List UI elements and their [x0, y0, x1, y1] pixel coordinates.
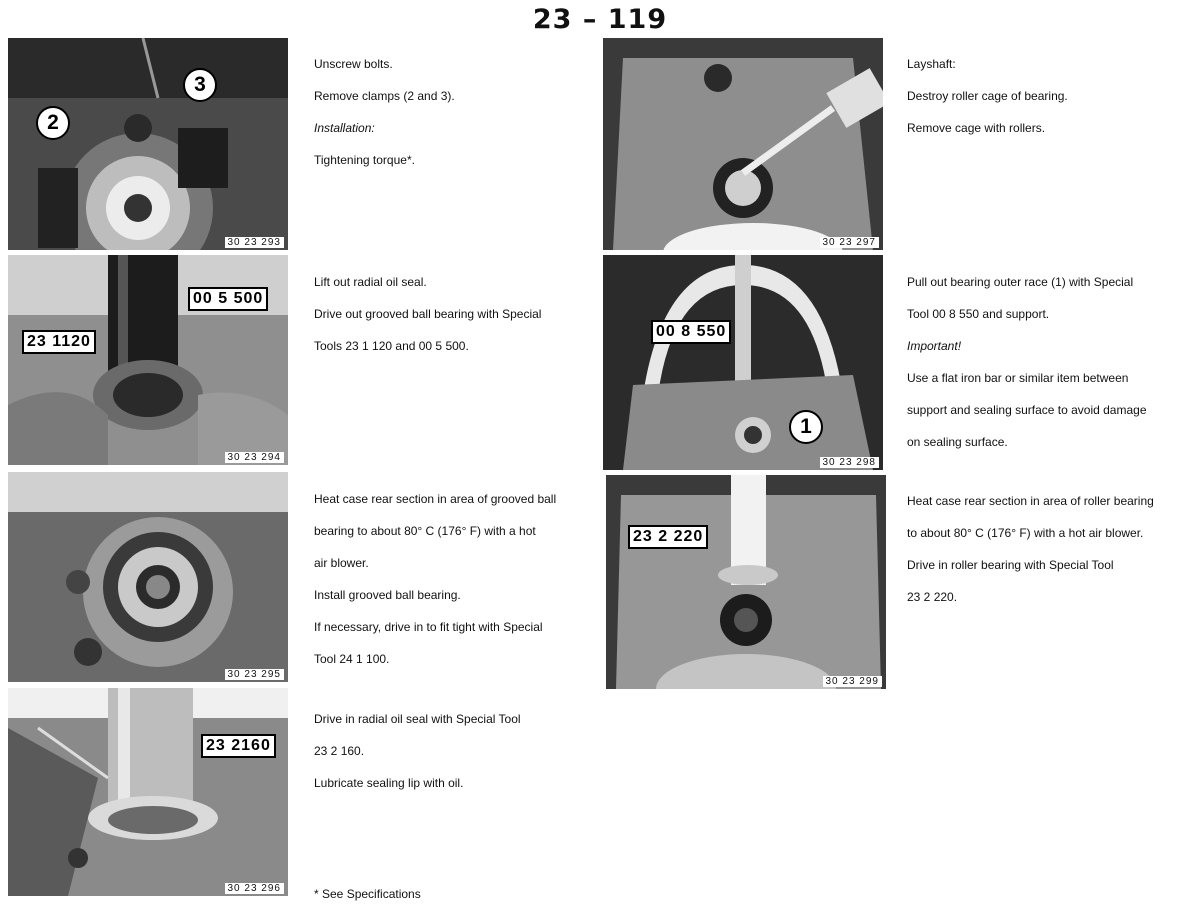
instruction-line: Important!	[907, 339, 962, 353]
photo-number: 30 23 297	[819, 237, 879, 248]
photo-outer-race-pull: 00 8 550 1 30 23 298	[603, 255, 883, 470]
callout-outer-race-1: 1	[789, 410, 823, 444]
instruction-line: Unscrew bolts.	[314, 57, 393, 71]
callout-tool-23-2-220: 23 2 220	[628, 525, 709, 549]
instruction-line: Layshaft:	[907, 57, 956, 71]
instruction-step-7: Heat case rear section in area of roller…	[907, 477, 1192, 621]
instruction-line: Remove cage with rollers.	[907, 121, 1046, 135]
photo-outer-race-pull-image	[603, 255, 883, 470]
callout-tool-00-8-550: 00 8 550	[651, 320, 732, 344]
instruction-line: If necessary, drive in to fit tight with…	[314, 620, 543, 634]
photo-grooved-ball-bearing-image	[8, 472, 288, 682]
instruction-line: support and sealing surface to avoid dam…	[907, 403, 1147, 417]
instruction-step-3: Heat case rear section in area of groove…	[314, 475, 584, 683]
instruction-line: air blower.	[314, 556, 369, 570]
instruction-line: Tools 23 1 120 and 00 5 500.	[314, 339, 469, 353]
instruction-line: Tightening torque*.	[314, 153, 415, 167]
callout-clamp-3: 3	[183, 68, 217, 102]
instruction-line: Drive in radial oil seal with Special To…	[314, 712, 521, 726]
callout-clamp-2: 2	[36, 106, 70, 140]
photo-oil-seal-removal: 00 5 500 23 1120 30 23 294	[8, 255, 288, 465]
instruction-line: 23 2 220.	[907, 590, 958, 604]
photo-layshaft-cage-image	[603, 38, 883, 250]
instruction-line: Heat case rear section in area of groove…	[314, 492, 557, 506]
photo-bearing-clamps: 2 3 30 23 293	[8, 38, 288, 250]
photo-roller-bearing-install: 23 2 220 30 23 299	[606, 475, 886, 689]
instruction-line: to about 80° C (176° F) with a hot air b…	[907, 526, 1144, 540]
photo-number: 30 23 293	[224, 237, 284, 248]
instruction-line: Installation:	[314, 121, 375, 135]
instruction-step-1: Unscrew bolts. Remove clamps (2 and 3). …	[314, 40, 584, 184]
photo-number: 30 23 296	[224, 883, 284, 894]
instruction-step-4: Drive in radial oil seal with Special To…	[314, 695, 584, 807]
photo-grooved-ball-bearing: 30 23 295	[8, 472, 288, 682]
instruction-line: Install grooved ball bearing.	[314, 588, 461, 602]
instruction-line: Remove clamps (2 and 3).	[314, 89, 455, 103]
callout-tool-23-2160: 23 2160	[201, 734, 276, 758]
instruction-line: Destroy roller cage of bearing.	[907, 89, 1068, 103]
photo-layshaft-cage: 30 23 297	[603, 38, 883, 250]
instruction-line: bearing to about 80° C (176° F) with a h…	[314, 524, 536, 538]
instruction-step-5: Layshaft: Destroy roller cage of bearing…	[907, 40, 1192, 152]
instruction-step-2: Lift out radial oil seal. Drive out groo…	[314, 258, 584, 370]
photo-number: 30 23 295	[224, 669, 284, 680]
instruction-line: Drive in roller bearing with Special Too…	[907, 558, 1114, 572]
photo-number: 30 23 299	[822, 676, 882, 687]
photo-oil-seal-install-image	[8, 688, 288, 896]
instruction-line: Drive out grooved ball bearing with Spec…	[314, 307, 542, 321]
photo-bearing-clamps-image	[8, 38, 288, 250]
instruction-line: Tool 00 8 550 and support.	[907, 307, 1050, 321]
photo-number: 30 23 294	[224, 452, 284, 463]
photo-roller-bearing-install-image	[606, 475, 886, 689]
instruction-line: Heat case rear section in area of roller…	[907, 494, 1154, 508]
instruction-line: Lift out radial oil seal.	[314, 275, 427, 289]
photo-number: 30 23 298	[819, 457, 879, 468]
callout-tool-23-1120: 23 1120	[22, 330, 96, 354]
footnote-see-specifications: * See Specifications	[314, 887, 421, 901]
page-number: 23 – 119	[532, 4, 668, 35]
instruction-line: Lubricate sealing lip with oil.	[314, 776, 464, 790]
instruction-line: Use a flat iron bar or similar item betw…	[907, 371, 1129, 385]
instruction-line: on sealing surface.	[907, 435, 1008, 449]
callout-tool-00-5-500: 00 5 500	[188, 287, 269, 311]
instruction-step-6: Pull out bearing outer race (1) with Spe…	[907, 258, 1192, 466]
photo-oil-seal-install: 23 2160 30 23 296	[8, 688, 288, 896]
instruction-line: Tool 24 1 100.	[314, 652, 390, 666]
instruction-line: 23 2 160.	[314, 744, 365, 758]
instruction-line: Pull out bearing outer race (1) with Spe…	[907, 275, 1134, 289]
